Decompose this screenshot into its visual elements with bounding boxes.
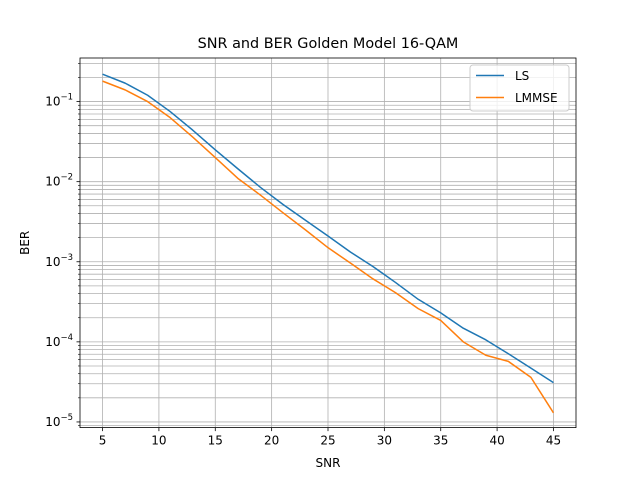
y-tick-label: 10−1	[45, 93, 73, 109]
legend-box	[469, 64, 570, 112]
chart-title: SNR and BER Golden Model 16-QAM	[198, 36, 459, 52]
x-tick-label: 25	[320, 434, 335, 448]
y-axis-label: BER	[18, 231, 32, 255]
x-tick-label: 40	[489, 434, 504, 448]
legend-label-ls: LS	[515, 69, 529, 83]
y-tick-label: 10−4	[45, 333, 73, 349]
x-axis-label: SNR	[316, 456, 341, 470]
y-tick-label: 10−5	[45, 413, 73, 429]
x-tick-label: 45	[546, 434, 561, 448]
legend: LS LMMSE	[469, 64, 570, 112]
y-axis-ticks: 10−5 10−4 10−3 10−2 10−1	[45, 63, 80, 429]
plot-lines	[102, 73, 555, 414]
x-tick-label: 35	[433, 434, 448, 448]
x-tick-label: 5	[99, 434, 107, 448]
x-tick-label: 15	[208, 434, 223, 448]
y-tick-label: 10−2	[45, 173, 73, 189]
x-tick-label: 20	[264, 434, 279, 448]
legend-label-lmmse: LMMSE	[515, 91, 558, 105]
y-tick-label: 10−3	[45, 253, 73, 269]
x-tick-label: 10	[151, 434, 166, 448]
x-tick-label: 30	[377, 434, 392, 448]
series-line-ls	[102, 73, 554, 384]
x-axis-ticks: 5 10 15 20 25 30 35 40 45	[99, 427, 561, 448]
series-line-lmmse	[102, 80, 555, 414]
grid	[80, 58, 576, 428]
